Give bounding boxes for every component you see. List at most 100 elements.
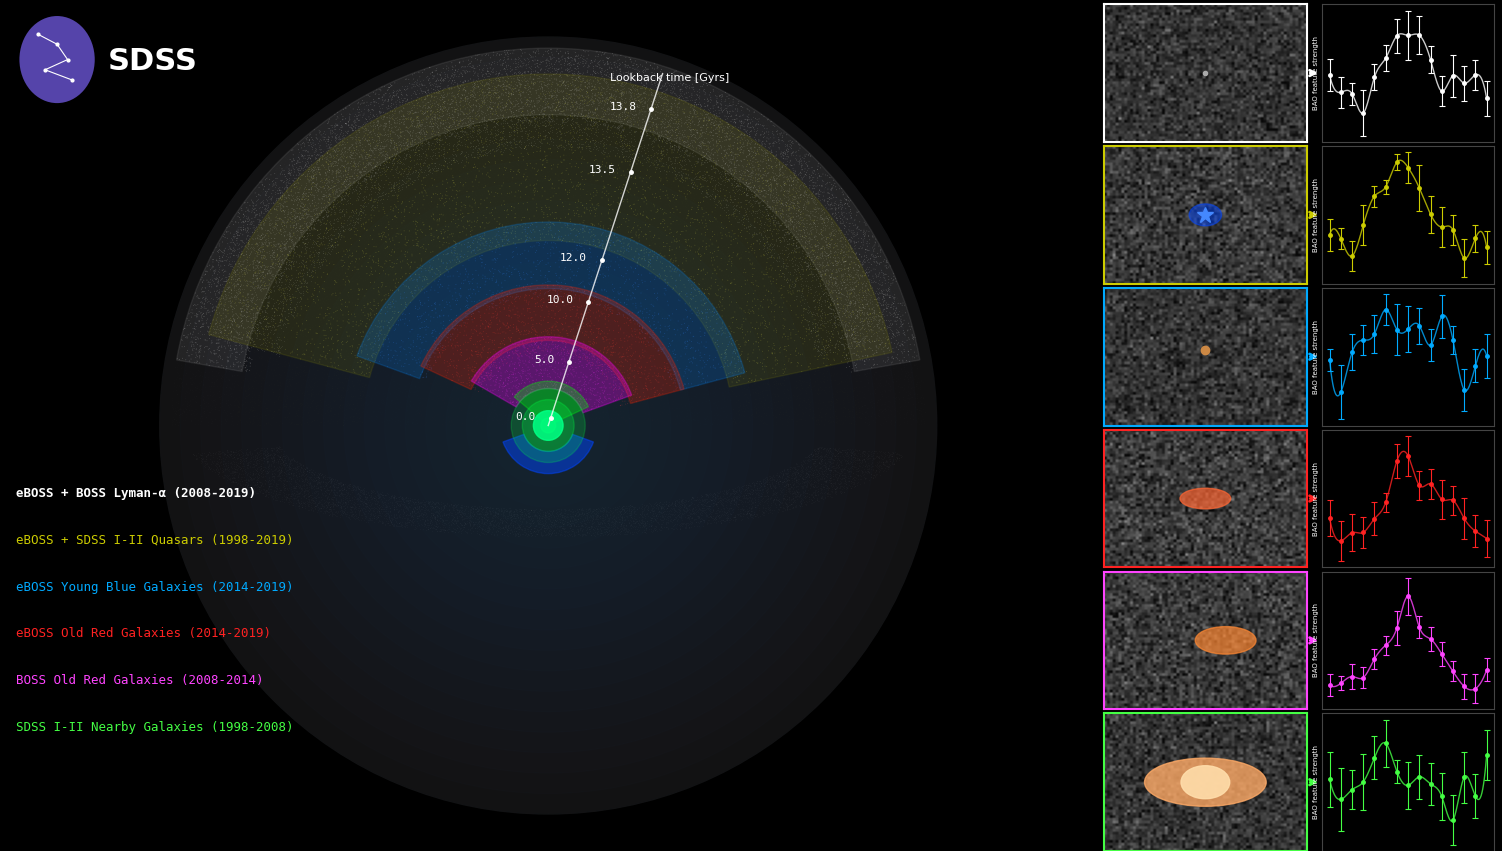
Point <box>736 212 760 226</box>
Point <box>568 238 592 252</box>
Point <box>817 264 841 277</box>
Point <box>470 231 494 245</box>
Point <box>634 241 658 254</box>
Point <box>503 510 527 523</box>
Point <box>551 149 575 163</box>
Point <box>698 246 722 260</box>
Point <box>811 174 835 188</box>
Point <box>691 180 715 193</box>
Point <box>224 215 248 229</box>
Point <box>201 311 225 325</box>
Point <box>774 254 798 267</box>
Point <box>847 323 871 336</box>
Point <box>382 304 406 317</box>
Point <box>392 131 416 145</box>
Point <box>391 125 415 139</box>
Point <box>886 405 910 419</box>
Point <box>691 118 715 132</box>
Point <box>451 305 475 318</box>
Point <box>455 93 479 106</box>
Point <box>822 463 846 477</box>
Point <box>810 472 834 486</box>
Point <box>436 386 460 399</box>
Point <box>230 449 254 463</box>
Point <box>694 496 718 510</box>
Point <box>458 218 482 231</box>
Point <box>320 130 344 144</box>
Point <box>237 237 261 250</box>
Point <box>668 75 692 89</box>
Point <box>704 165 728 179</box>
Point <box>808 261 832 275</box>
Point <box>704 189 728 203</box>
Point <box>739 504 763 517</box>
Point <box>759 306 783 320</box>
Point <box>291 474 315 488</box>
Point <box>610 415 634 429</box>
Point <box>321 235 345 248</box>
Point <box>592 260 616 273</box>
Point <box>864 312 888 326</box>
Point <box>182 338 206 351</box>
Point <box>299 168 323 182</box>
Point <box>733 191 757 204</box>
Point <box>689 501 713 515</box>
Point <box>400 137 424 151</box>
Point <box>718 488 742 501</box>
Point <box>817 237 841 250</box>
Point <box>360 162 385 175</box>
Point <box>707 492 731 505</box>
Point <box>353 319 377 333</box>
Point <box>593 503 617 517</box>
Point <box>464 100 488 113</box>
Point <box>182 368 206 381</box>
Point <box>822 228 846 242</box>
Point <box>631 321 655 334</box>
Point <box>631 131 655 145</box>
Point <box>817 475 841 488</box>
Point <box>400 513 424 527</box>
Point <box>828 224 852 237</box>
Point <box>563 66 587 79</box>
Point <box>428 348 452 362</box>
Point <box>454 237 478 251</box>
Point <box>264 263 288 277</box>
Point <box>840 446 864 460</box>
Point <box>497 156 521 169</box>
Point <box>801 243 825 257</box>
Point <box>583 525 607 539</box>
Point <box>756 502 780 516</box>
Point <box>505 129 529 143</box>
Point <box>428 503 452 517</box>
Point <box>667 93 691 106</box>
Point <box>329 216 353 230</box>
Point <box>771 253 795 266</box>
Point <box>566 363 590 376</box>
Point <box>724 140 748 154</box>
Point <box>535 352 559 366</box>
Point <box>329 380 353 393</box>
Point <box>439 197 463 211</box>
Point <box>505 373 529 386</box>
Point <box>425 80 449 94</box>
Point <box>324 211 348 225</box>
Point <box>575 99 599 112</box>
Point <box>637 148 661 162</box>
Point <box>643 388 667 402</box>
Point <box>574 220 598 234</box>
Point <box>847 234 871 248</box>
Point <box>793 468 817 482</box>
Point <box>641 157 665 171</box>
Point <box>385 140 409 154</box>
Point <box>515 366 539 380</box>
Point <box>544 514 568 528</box>
Point <box>257 316 281 329</box>
Point <box>278 206 302 220</box>
Point <box>731 123 756 137</box>
Point <box>365 505 389 518</box>
Point <box>311 117 335 130</box>
Point <box>715 211 739 225</box>
Point <box>219 277 243 291</box>
Point <box>269 200 293 214</box>
Point <box>595 406 619 420</box>
